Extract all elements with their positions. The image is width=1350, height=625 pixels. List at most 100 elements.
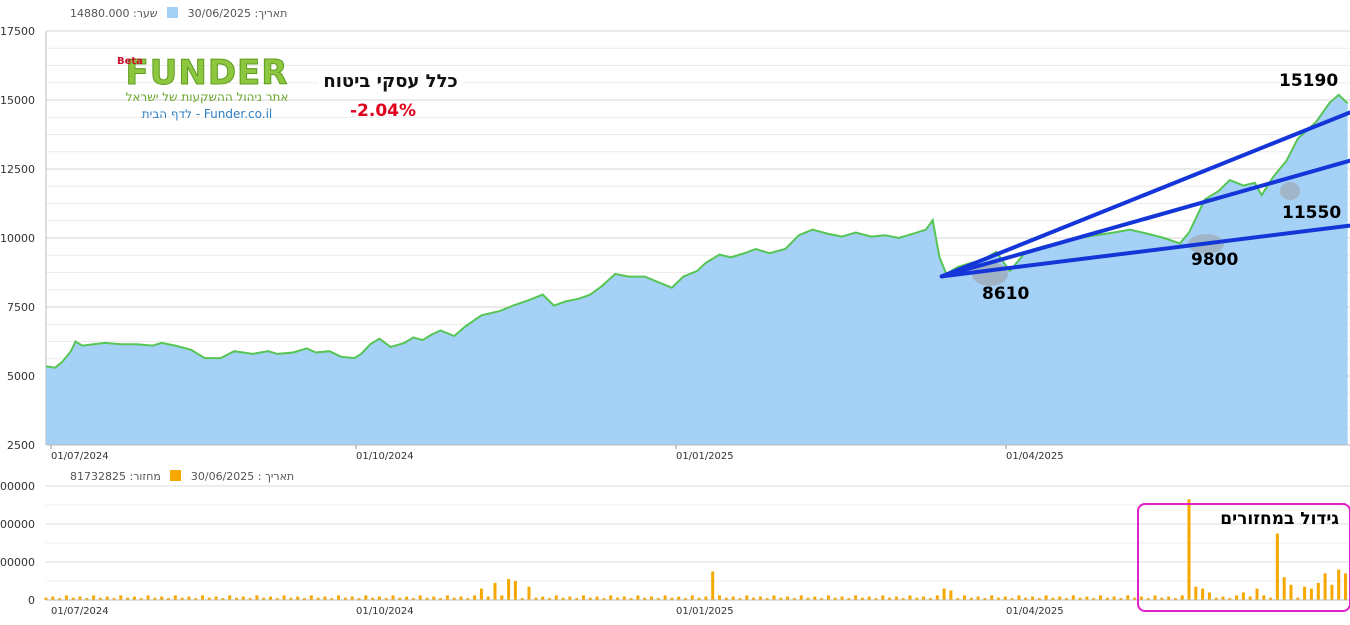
volume-bar [228, 595, 232, 600]
volume-bar [296, 596, 300, 600]
volume-bar [119, 595, 123, 600]
security-title: כלל עסקי ביטוח [318, 66, 463, 98]
volume-bar [677, 596, 681, 600]
volume-bar [445, 595, 449, 600]
volume-bar [180, 597, 184, 600]
volume-bar [201, 595, 204, 600]
volume-bar [935, 595, 939, 600]
volume-y-tick-label: 00000 [0, 518, 35, 531]
volume-bar [1105, 597, 1109, 600]
volume-bar [1187, 499, 1191, 600]
volume-bar [799, 595, 803, 600]
volume-bar [847, 598, 851, 600]
volume-bar [432, 596, 436, 600]
volume-bar [411, 598, 415, 600]
volume-bar [629, 598, 633, 600]
volume-bar [126, 597, 130, 600]
y-tick-label: 7500 [7, 301, 35, 314]
volume-bar [826, 595, 830, 600]
volume-bar [929, 598, 932, 600]
volume-bar [1275, 533, 1279, 600]
volume-bar [942, 588, 946, 600]
x-tick-label: 01/04/2025 [1006, 451, 1064, 462]
price-legend: תאריך: 30/06/2025 שער: 14880.000 [70, 7, 287, 20]
x-tick-label: 01/10/2024 [356, 451, 414, 462]
volume-bar [1071, 595, 1075, 600]
volume-bar [622, 596, 626, 600]
volume-bar [1207, 592, 1211, 600]
price-x-axis: 01/07/2024 01/10/2024 01/01/2025 01/04/2025 [46, 444, 1350, 462]
volume-bar [1146, 598, 1150, 600]
volume-bar [153, 597, 157, 600]
volume-bar [1085, 596, 1089, 600]
volume-bar [173, 595, 177, 600]
volume-bar [840, 596, 844, 600]
volume-bar [908, 595, 912, 600]
volume-bar [105, 596, 109, 600]
volume-bar [139, 598, 143, 600]
volume-bar [602, 598, 606, 600]
volume-bar [1316, 582, 1320, 600]
volume-bar [439, 598, 443, 600]
volume-bar [1344, 573, 1347, 600]
volume-x-tick-label: 01/04/2025 [1006, 606, 1064, 617]
volume-bar [772, 595, 776, 600]
volume-bar [976, 596, 980, 600]
volume-bar [534, 597, 538, 600]
volume-bar [1173, 598, 1177, 600]
volume-bar [377, 596, 381, 600]
callout-15190: 15190 [1279, 71, 1339, 91]
volume-bar [684, 598, 687, 600]
volume-bar [1092, 598, 1096, 600]
date-value: 30/06/2025 [187, 7, 252, 20]
volume-bar [194, 598, 198, 600]
volume-bar [582, 595, 585, 600]
volume-bar [58, 598, 62, 600]
price-y-axis: 2500 5000 7500 10000 12500 15000 17500 [0, 25, 35, 452]
volume-bar [391, 595, 395, 600]
volume-bar [997, 597, 1000, 600]
volume-bar [486, 596, 490, 600]
volume-bar [833, 597, 837, 600]
volume-bar [112, 598, 116, 600]
volume-bar [990, 595, 994, 600]
volume-bar [1153, 595, 1157, 600]
volume-bar [384, 598, 388, 600]
volume-bar [1139, 596, 1143, 600]
volume-bar [262, 597, 266, 600]
volume-bar [527, 586, 531, 600]
volume-growth-label: גידול במחזורים [1220, 509, 1339, 529]
volume-bar [289, 597, 293, 600]
volume-bar [323, 596, 327, 600]
y-tick-label: 10000 [0, 232, 35, 245]
volume-bar [146, 595, 150, 600]
volume-bar [269, 596, 272, 600]
volume-bar [235, 597, 238, 600]
volume-bar [718, 595, 721, 600]
volume-bar [371, 597, 375, 600]
volume-bar [1201, 588, 1205, 600]
volume-bar [330, 598, 334, 600]
volume-value: 81732825 [70, 470, 126, 483]
volume-bar [1180, 595, 1184, 600]
volume-bar [1010, 598, 1014, 600]
volume-bar [507, 579, 511, 600]
volume-bar [1241, 592, 1245, 600]
volume-bar [963, 595, 966, 600]
volume-bar [1214, 597, 1218, 600]
volume-bar [1003, 596, 1007, 600]
volume-bar [745, 595, 749, 600]
volume-growth-highlight: גידול במחזורים [1137, 503, 1350, 612]
volume-x-tick-label: 01/01/2025 [676, 606, 734, 617]
home-link[interactable]: Funder.co.il - לדף הבית [141, 107, 273, 121]
funder-logo[interactable]: Beta FUNDER אתר ניהול ההשקעות של ישראל F… [112, 54, 302, 122]
volume-bar [867, 596, 871, 600]
trend-line [939, 110, 1350, 279]
volume-bar [520, 598, 524, 600]
volume-bar [275, 598, 279, 600]
volume-bar [609, 595, 613, 600]
volume-bar [650, 596, 653, 600]
volume-bar [255, 595, 259, 600]
trend-line [939, 223, 1350, 279]
volume-bar [786, 596, 790, 600]
